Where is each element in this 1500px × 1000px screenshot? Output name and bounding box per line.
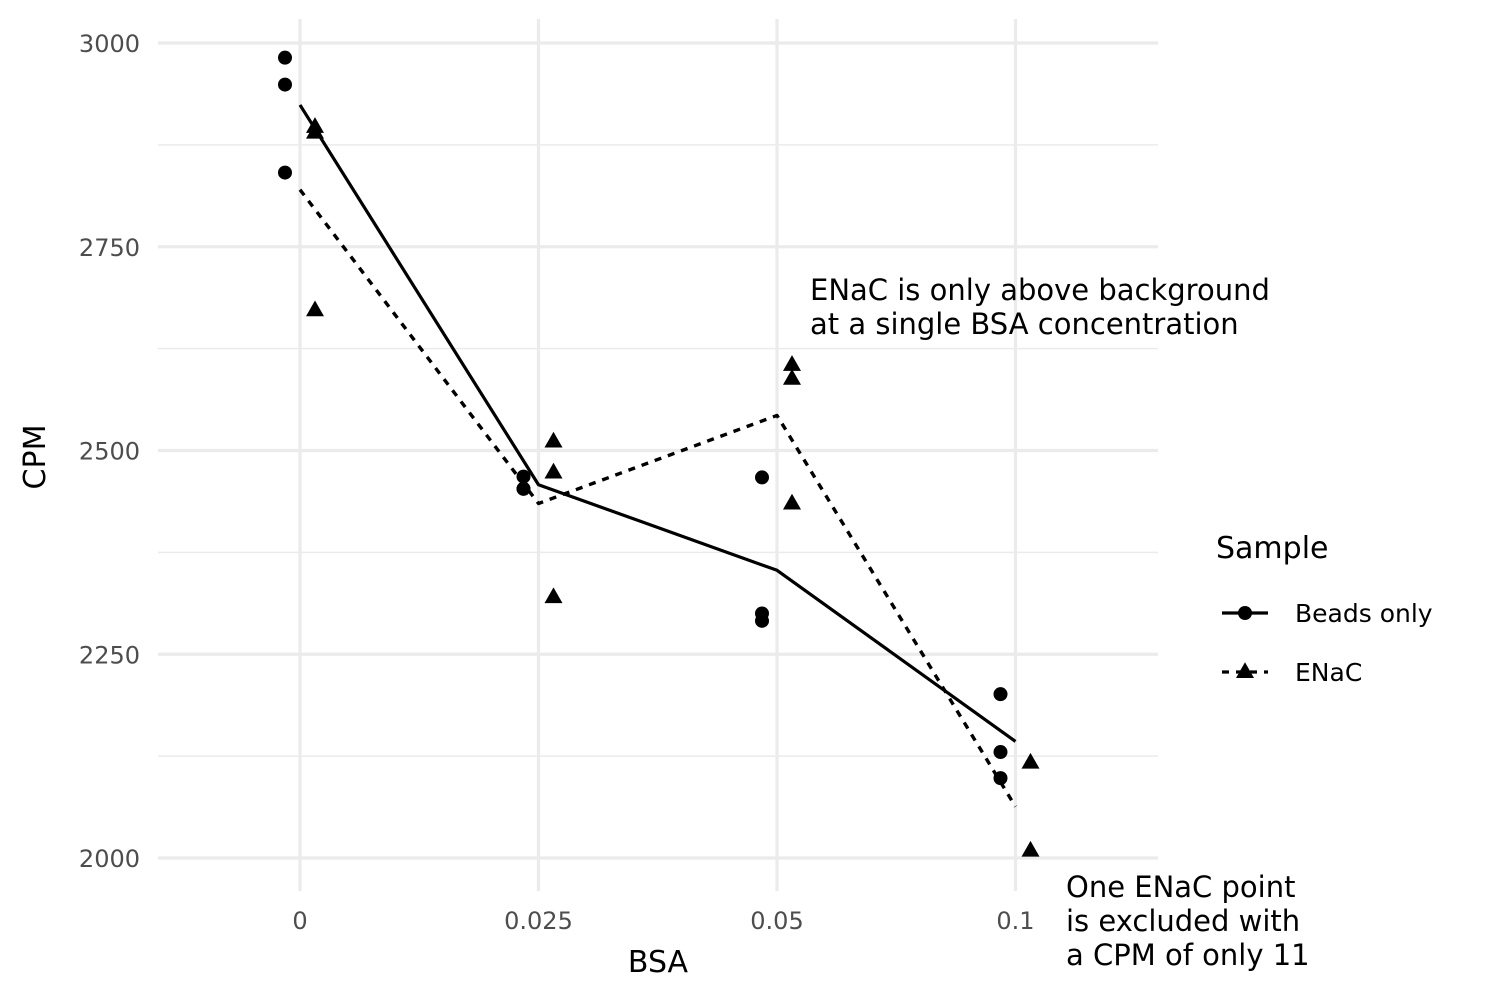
data-point-beads-only	[993, 745, 1008, 760]
data-point-enac	[544, 431, 563, 448]
data-point-enac	[306, 122, 324, 139]
y-tick-label: 2500	[79, 438, 140, 466]
legend-item-enac: ENaC	[1222, 658, 1362, 687]
data-point-beads-only	[516, 469, 531, 484]
x-tick-label: 0.05	[750, 907, 803, 935]
y-tick-label: 2750	[79, 234, 140, 262]
x-tick-label: 0	[292, 907, 307, 935]
data-point-enac	[783, 493, 801, 510]
data-point-beads-only	[993, 771, 1008, 786]
annotation-excluded-point: One ENaC point is excluded with a CPM of o…	[1066, 870, 1310, 972]
annotations: ENaC is only above background at a single…	[810, 273, 1310, 972]
mean-lines	[298, 104, 1017, 808]
data-point-enac	[544, 587, 563, 604]
legend: Sample Beads only ENaC	[1216, 531, 1433, 687]
data-point-enac	[783, 355, 801, 371]
data-point-beads-only	[993, 687, 1008, 702]
legend-label: Beads only	[1295, 599, 1433, 628]
x-axis-title: BSA	[628, 945, 689, 980]
data-point-beads-only	[755, 470, 769, 485]
data-points	[278, 50, 1040, 857]
y-axis-title: CPM	[18, 425, 53, 490]
data-point-enac	[306, 300, 324, 317]
annotation-enac-background: ENaC is only above background at a single…	[810, 273, 1270, 341]
x-axis-ticks: 0 0.025 0.05 0.1	[292, 907, 1034, 935]
data-point-enac	[1021, 840, 1040, 857]
data-point-enac	[1021, 752, 1040, 769]
annotation-line: a CPM of only 11	[1066, 938, 1310, 972]
legend-label: ENaC	[1295, 658, 1362, 687]
mean-line-beads-only	[298, 104, 1017, 743]
legend-key-circle	[1238, 606, 1252, 620]
x-tick-label: 0.1	[996, 907, 1034, 935]
annotation-line: is excluded with	[1066, 904, 1300, 938]
annotation-line: at a single BSA concentration	[810, 307, 1239, 341]
legend-item-beads-only: Beads only	[1222, 599, 1433, 628]
data-point-beads-only	[278, 50, 292, 65]
data-point-beads-only	[516, 481, 531, 496]
data-point-enac	[544, 462, 563, 479]
legend-key-triangle	[1236, 662, 1254, 678]
grid	[158, 19, 1158, 891]
y-axis-ticks: 2000 2250 2500 2750 3000	[79, 30, 140, 873]
data-point-enac	[783, 369, 801, 385]
y-tick-label: 3000	[79, 30, 140, 58]
data-point-beads-only	[278, 165, 292, 180]
legend-title: Sample	[1216, 531, 1329, 566]
annotation-line: ENaC is only above background	[810, 273, 1270, 307]
data-point-beads-only	[278, 77, 292, 92]
annotation-line: One ENaC point	[1066, 870, 1295, 904]
y-tick-label: 2250	[79, 641, 140, 669]
data-point-beads-only	[755, 613, 769, 628]
x-tick-label: 0.025	[504, 907, 573, 935]
mean-line-enac	[298, 188, 1017, 808]
y-tick-label: 2000	[79, 845, 140, 873]
